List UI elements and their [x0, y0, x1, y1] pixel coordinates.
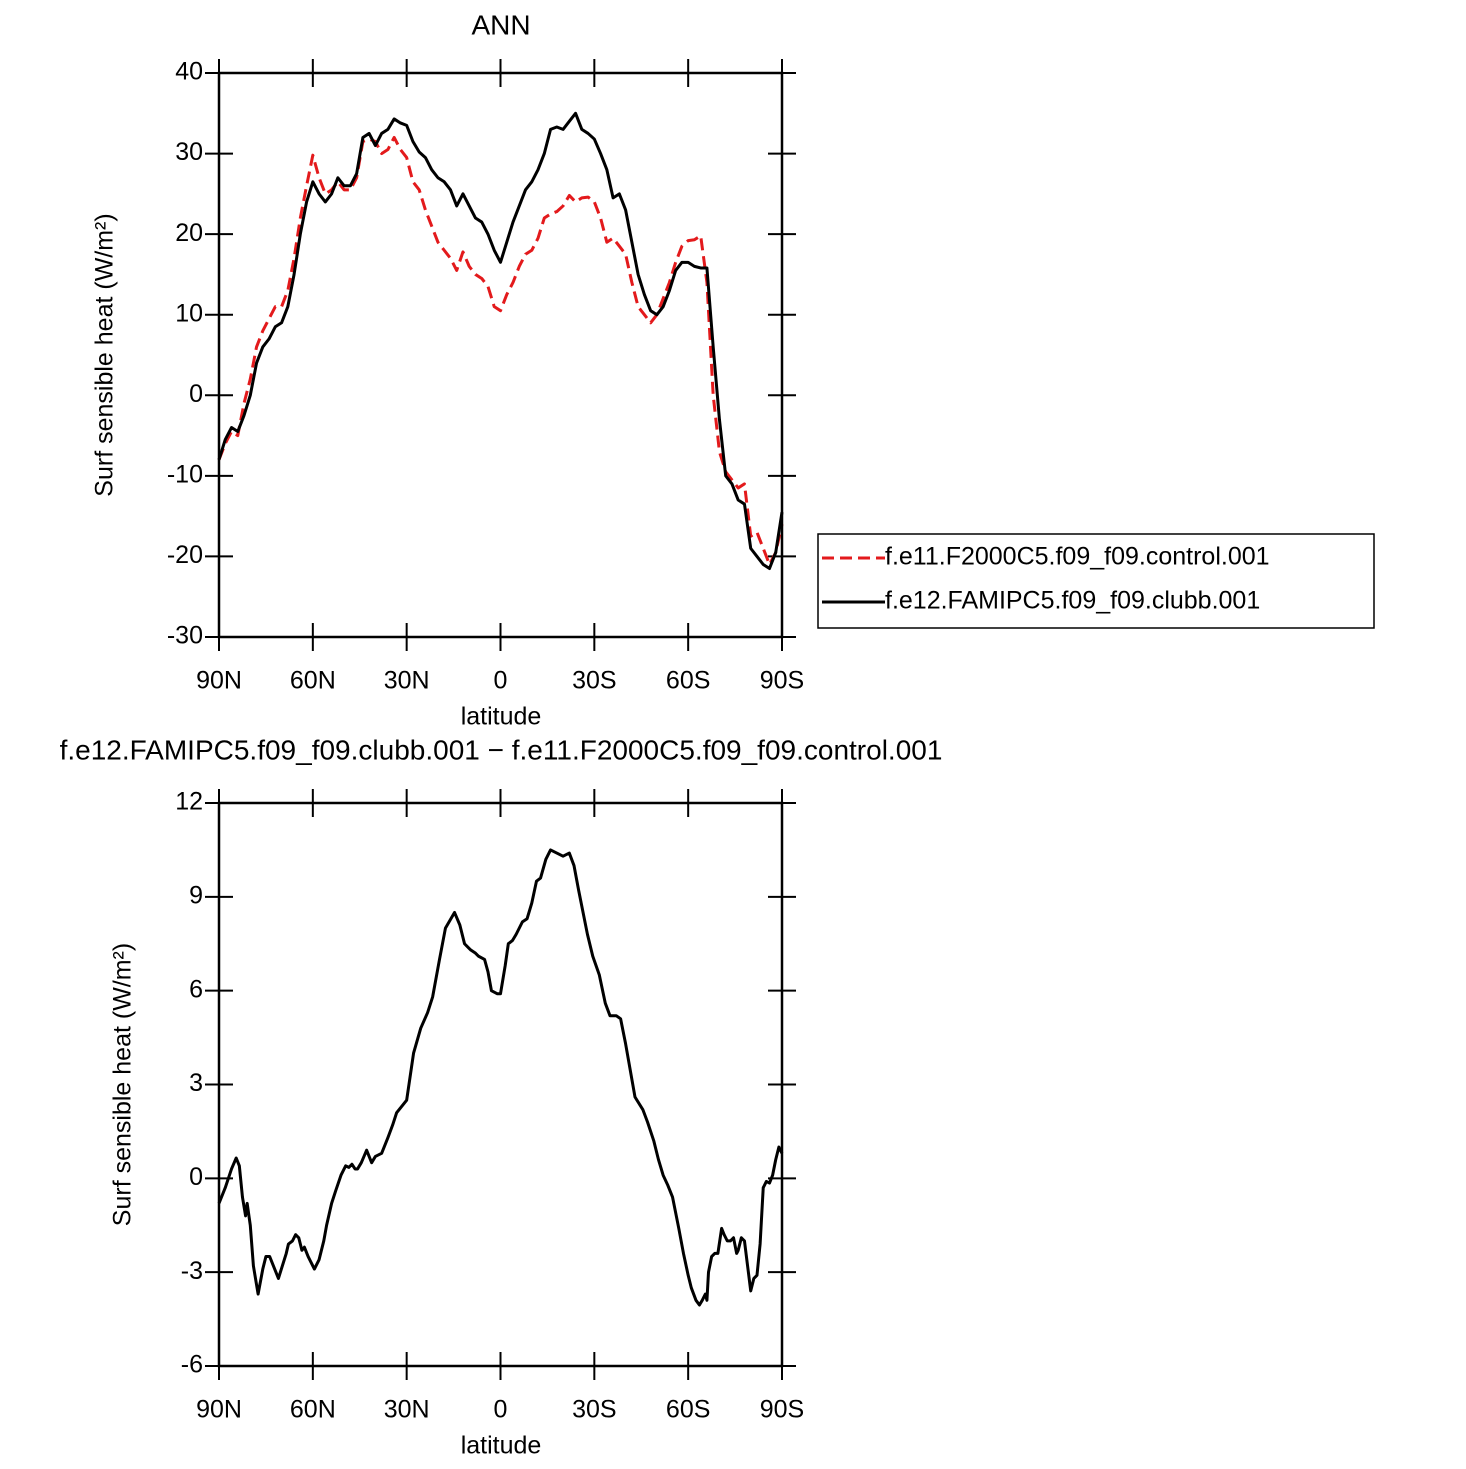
legend-label: f.e12.FAMIPC5.f09_f09.clubb.001 [885, 587, 1260, 615]
y-tick-label: 0 [189, 380, 203, 408]
y-tick-label: 3 [189, 1069, 203, 1097]
x-tick-label: 90S [760, 1396, 804, 1424]
chart-title: ANN [471, 9, 530, 40]
plot-frame [217, 801, 784, 1368]
y-tick-label: 9 [189, 881, 203, 909]
x-axis-label: latitude [461, 703, 542, 731]
data-line [217, 848, 784, 1307]
y-tick-label: 30 [175, 138, 203, 166]
legend-label: f.e11.F2000C5.f09_f09.control.001 [885, 543, 1270, 571]
x-tick-label: 0 [494, 1396, 508, 1424]
y-tick-label: -10 [167, 460, 203, 488]
x-tick-label: 90S [760, 667, 804, 695]
y-tick-label: -3 [181, 1257, 203, 1285]
y-tick-label: 20 [175, 219, 203, 247]
x-tick-label: 90N [196, 667, 242, 695]
x-tick-label: 30N [384, 667, 430, 695]
x-tick-label: 60N [290, 1396, 336, 1424]
y-tick-label: 6 [189, 975, 203, 1003]
y-axis-label: Surf sensible heat (W/m²) [91, 213, 119, 496]
y-tick-label: 10 [175, 299, 203, 327]
x-tick-label: 30N [384, 1396, 430, 1424]
y-tick-label: -6 [181, 1351, 203, 1379]
y-axis-label: Surf sensible heat (W/m²) [109, 943, 137, 1226]
x-tick-label: 60N [290, 667, 336, 695]
x-tick-label: 90N [196, 1396, 242, 1424]
y-tick-label: 40 [175, 58, 203, 86]
x-tick-label: 60S [666, 667, 710, 695]
data-line [217, 135, 784, 566]
x-tick-label: 60S [666, 1396, 710, 1424]
plot-frame [217, 71, 784, 639]
chart-title: f.e12.FAMIPC5.f09_f09.clubb.001 − f.e11.… [60, 734, 943, 765]
y-tick-label: 12 [175, 788, 203, 816]
data-line [217, 111, 784, 571]
y-tick-label: -20 [167, 541, 203, 569]
x-tick-label: 30S [572, 1396, 616, 1424]
x-axis-label: latitude [461, 1432, 542, 1460]
y-tick-label: -30 [167, 622, 203, 650]
x-tick-label: 30S [572, 667, 616, 695]
y-tick-label: 0 [189, 1163, 203, 1191]
x-tick-label: 0 [494, 667, 508, 695]
legend-box [817, 533, 1375, 629]
